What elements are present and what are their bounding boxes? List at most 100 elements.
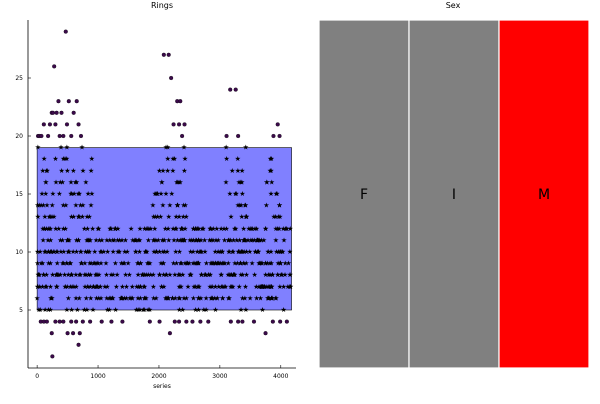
rings-star-point: ★ [212, 294, 218, 302]
rings-outlier-point [177, 319, 182, 324]
rings-star-point: ★ [65, 248, 71, 256]
rings-star-point: ★ [144, 225, 150, 233]
rings-star-point: ★ [83, 294, 89, 302]
rings-star-point: ★ [190, 294, 196, 302]
rings-star-point: ★ [242, 283, 248, 291]
rings-star-point: ★ [202, 236, 208, 244]
rings-star-point: ★ [144, 225, 150, 233]
rings-star-point: ★ [227, 271, 233, 279]
rings-star-point: ★ [219, 248, 225, 256]
rings-star-point: ★ [57, 271, 63, 279]
rings-star-point: ★ [218, 283, 224, 291]
rings-star-point: ★ [269, 294, 275, 302]
rings-star-point: ★ [56, 271, 62, 279]
rings-star-point: ★ [87, 236, 93, 244]
rings-star-point: ★ [43, 190, 49, 198]
rings-star-point: ★ [285, 260, 291, 268]
rings-star-point: ★ [158, 190, 164, 198]
rings-star-point: ★ [84, 248, 90, 256]
rings-star-point: ★ [198, 236, 204, 244]
rings-star-point: ★ [82, 248, 88, 256]
rings-star-point: ★ [284, 225, 290, 233]
rings-star-point: ★ [123, 294, 129, 302]
rings-outlier-point [41, 122, 46, 127]
rings-star-point: ★ [64, 260, 70, 268]
rings-star-point: ★ [45, 306, 51, 314]
rings-star-point: ★ [200, 225, 206, 233]
rings-y-ticks: 5 10 15 20 25 [15, 75, 31, 314]
rings-star-point: ★ [68, 260, 74, 268]
rings-star-point: ★ [73, 202, 79, 210]
rings-star-point: ★ [70, 167, 76, 175]
rings-star-point: ★ [35, 271, 41, 279]
rings-star-point: ★ [171, 236, 177, 244]
rings-star-point: ★ [94, 283, 100, 291]
rings-star-point: ★ [170, 167, 176, 175]
rings-star-point: ★ [215, 260, 221, 268]
rings-star-point: ★ [239, 178, 245, 186]
rings-star-point: ★ [266, 283, 272, 291]
rings-star-point: ★ [57, 178, 63, 186]
rings-star-point: ★ [269, 294, 275, 302]
rings-star-point: ★ [73, 271, 79, 279]
rings-star-point: ★ [173, 225, 179, 233]
rings-star-point: ★ [280, 283, 286, 291]
rings-star-point: ★ [53, 178, 59, 186]
rings-star-point: ★ [233, 190, 239, 198]
rings-star-point: ★ [51, 248, 57, 256]
rings-star-point: ★ [171, 155, 177, 163]
rings-star-point: ★ [223, 225, 229, 233]
rings-outlier-point [228, 319, 233, 324]
rings-star-point: ★ [82, 260, 88, 268]
rings-star-point: ★ [108, 225, 114, 233]
rings-star-point: ★ [89, 155, 95, 163]
rings-outlier-point [236, 133, 241, 139]
rings-star-point: ★ [232, 260, 238, 268]
rings-star-point: ★ [66, 248, 72, 256]
rings-star-point: ★ [94, 271, 100, 279]
rings-star-point: ★ [160, 167, 166, 175]
rings-star-point: ★ [145, 271, 151, 279]
rings-star-point: ★ [239, 271, 245, 279]
rings-star-point: ★ [208, 225, 214, 233]
rings-star-point: ★ [228, 213, 234, 221]
rings-star-point: ★ [73, 236, 79, 244]
rings-star-point: ★ [145, 306, 151, 314]
rings-star-point: ★ [236, 283, 242, 291]
rings-star-point: ★ [279, 248, 285, 256]
rings-star-point: ★ [50, 271, 56, 279]
rings-star-point: ★ [82, 283, 88, 291]
rings-star-point: ★ [104, 294, 110, 302]
rings-star-point: ★ [282, 225, 288, 233]
rings-star-point: ★ [75, 236, 81, 244]
rings-star-point: ★ [113, 283, 119, 291]
rings-star-point: ★ [47, 260, 53, 268]
rings-y-tick-label: 10 [15, 249, 23, 256]
rings-star-point: ★ [255, 236, 261, 244]
rings-star-point: ★ [277, 248, 283, 256]
rings-star-point: ★ [98, 248, 104, 256]
rings-star-point: ★ [203, 271, 209, 279]
rings-star-point: ★ [265, 294, 271, 302]
rings-star-point: ★ [75, 213, 81, 221]
sex-bar-label: I [452, 187, 456, 203]
rings-star-point: ★ [104, 306, 110, 314]
rings-outlier-point [178, 99, 183, 104]
rings-star-point: ★ [190, 225, 196, 233]
rings-star-point: ★ [162, 294, 168, 302]
rings-star-point: ★ [160, 248, 166, 256]
rings-star-point: ★ [81, 306, 87, 314]
rings-star-point: ★ [155, 236, 161, 244]
rings-star-point: ★ [80, 167, 86, 175]
rings-star-point: ★ [237, 260, 243, 268]
rings-star-point: ★ [193, 260, 199, 268]
rings-star-point: ★ [230, 271, 236, 279]
rings-star-point: ★ [123, 283, 129, 291]
rings-star-point: ★ [185, 283, 191, 291]
rings-star-point: ★ [223, 283, 229, 291]
rings-outlier-point [206, 319, 211, 324]
rings-star-point: ★ [276, 213, 282, 221]
rings-star-point: ★ [95, 283, 101, 291]
rings-star-point: ★ [85, 271, 91, 279]
rings-star-point: ★ [103, 260, 109, 268]
